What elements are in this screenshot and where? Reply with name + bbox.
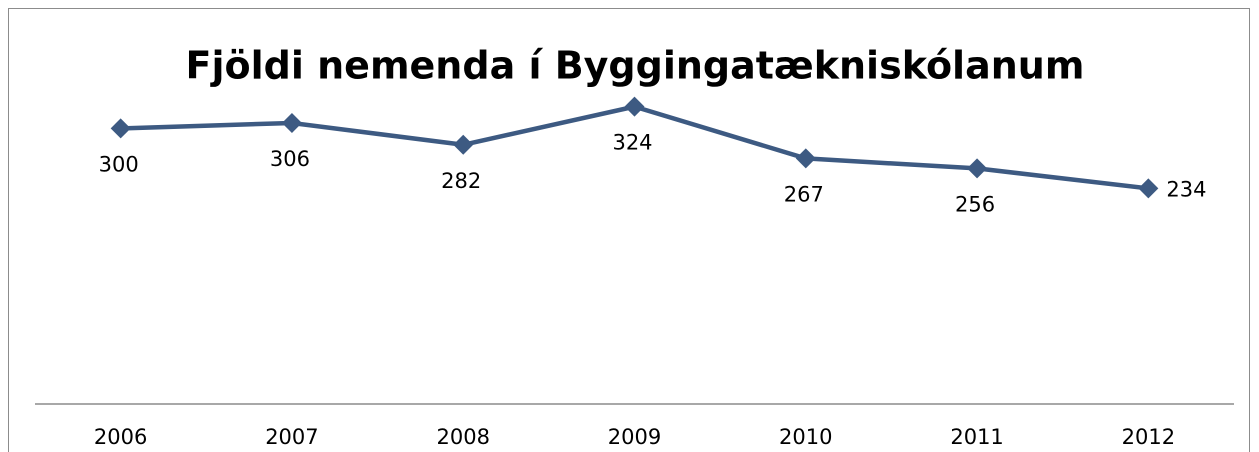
chart-frame [8,8,1250,452]
data-label: 324 [612,131,652,155]
marker [453,134,474,155]
data-label: 256 [955,192,995,216]
marker [281,112,302,133]
data-label: 306 [270,147,310,171]
x-tick-label: 2012 [1122,425,1175,449]
data-label: 234 [1166,177,1206,201]
marker [624,96,645,117]
x-tick-label: 2010 [779,425,832,449]
chart-title: Fjöldi nemenda í Byggingatækniskólanum [186,44,1085,88]
x-tick-label: 2007 [265,425,318,449]
marker [1138,178,1159,199]
data-label: 282 [441,169,481,193]
x-tick-label: 2009 [608,425,661,449]
data-label: 300 [99,152,139,176]
x-tick-label: 2006 [94,425,147,449]
data-label: 267 [784,182,824,206]
x-tick-label: 2008 [436,425,489,449]
marker [110,118,131,139]
marker [795,148,816,169]
x-tick-label: 2011 [950,425,1003,449]
marker [967,158,988,179]
